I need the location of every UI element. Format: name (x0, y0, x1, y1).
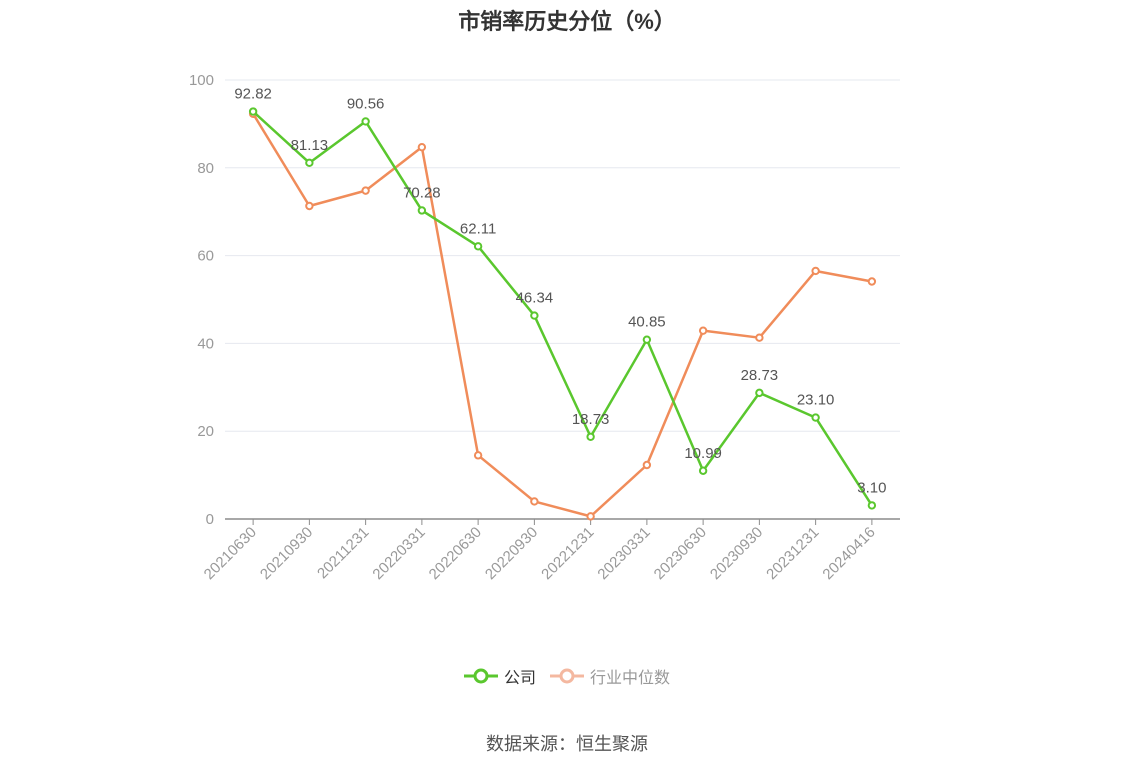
x-tick-label: 20220331 (369, 524, 428, 583)
legend-label: 行业中位数 (590, 670, 671, 687)
y-tick-label: 80 (197, 160, 214, 177)
data-point (755, 333, 764, 342)
data-point (473, 451, 483, 460)
legend-marker (559, 668, 575, 684)
data-label: 28.73 (741, 367, 779, 384)
x-tick-label: 20211231 (314, 524, 372, 582)
data-point (642, 335, 652, 344)
data-label: 70.28 (403, 184, 441, 201)
data-point (417, 206, 427, 215)
legend-label: 公司 (503, 670, 536, 687)
legend-item-company[interactable]: 公司 (463, 664, 536, 688)
legend: 公司 行业中位数 (0, 664, 1134, 688)
data-label: 40.85 (628, 314, 666, 331)
data-point (305, 201, 314, 211)
x-tick-label: 20221231 (538, 524, 597, 583)
x-tick-label: 20231231 (763, 524, 822, 583)
data-point (755, 388, 764, 398)
data-point (361, 117, 370, 126)
data-point (530, 497, 539, 506)
legend-line-marker-icon (463, 668, 498, 684)
data-point (867, 277, 877, 286)
data-label: 92.82 (234, 86, 272, 103)
data-point (642, 460, 652, 470)
data-point (473, 242, 483, 251)
chart-title: 市销率历史分位（%） (458, 9, 676, 34)
series-line (252, 113, 873, 518)
y-tick-label: 20 (197, 423, 214, 440)
x-tick-label: 20230930 (707, 524, 766, 583)
x-tick-label: 20210630 (201, 524, 260, 583)
data-point (586, 432, 595, 441)
x-tick-label: 20220930 (482, 524, 541, 583)
data-labels: 92.82 81.13 90.56 70.28 62.11 46.34 18.73 40.85… (234, 86, 886, 497)
data-point (361, 186, 370, 195)
x-tick-label: 20210930 (257, 524, 316, 583)
legend-marker (473, 668, 489, 684)
data-point (811, 413, 820, 422)
y-tick-label: 60 (197, 248, 214, 265)
data-point (698, 326, 708, 335)
grid-lines (225, 79, 900, 432)
data-point (305, 158, 314, 168)
data-label: 10.99 (684, 445, 722, 462)
y-tick-label: 0 (206, 511, 214, 528)
x-tick-label: 20220630 (426, 524, 485, 583)
legend-line-marker-icon (550, 668, 584, 684)
data-label: 62.11 (460, 220, 496, 237)
data-label: 3.10 (857, 479, 886, 496)
line-chart: 0204060801002021063020210930202112312022… (189, 72, 900, 583)
data-label: 46.34 (516, 290, 554, 307)
data-point (698, 466, 708, 475)
data-label: 90.56 (347, 95, 385, 112)
x-tick-label: 20230630 (651, 524, 710, 583)
data-point (417, 142, 427, 152)
data-point (530, 311, 539, 320)
data-label: 23.10 (797, 392, 835, 409)
x-tick-label: 20230331 (594, 524, 653, 583)
data-point (586, 512, 595, 521)
y-tick-label: 100 (189, 72, 214, 89)
y-tick-label: 40 (197, 335, 214, 352)
series-line (252, 110, 873, 507)
data-point (867, 501, 877, 510)
data-label: 81.13 (291, 137, 329, 154)
data-point (248, 107, 258, 116)
legend-item-industry-median[interactable]: 行业中位数 (550, 664, 670, 688)
series-lines (248, 107, 877, 521)
data-label: 18.73 (572, 411, 610, 428)
data-point (811, 266, 820, 276)
x-tick-label: 20240416 (819, 524, 878, 583)
source-note: 数据来源：恒生聚源 (486, 734, 648, 754)
